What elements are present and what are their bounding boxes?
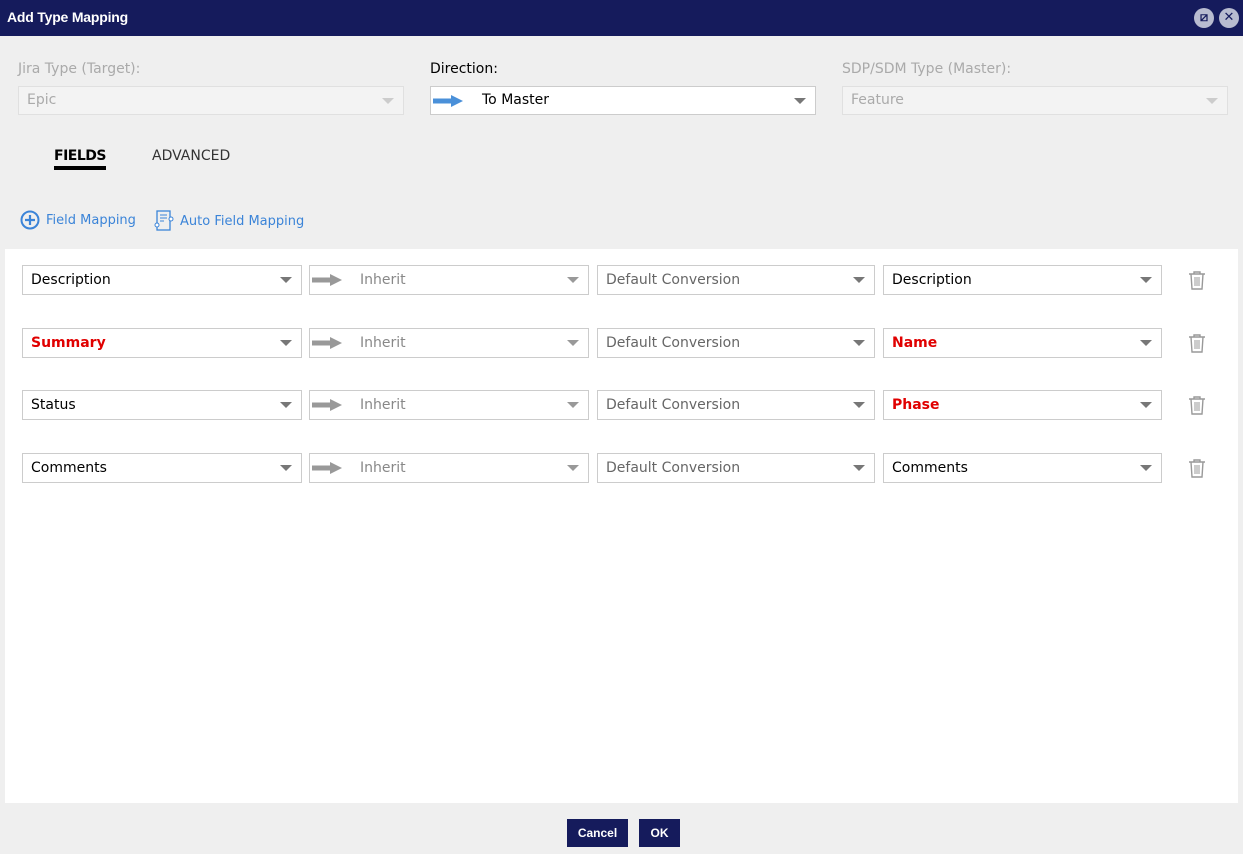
tab-advanced[interactable]: ADVANCED xyxy=(152,148,231,164)
direction-value: Inherit xyxy=(360,460,406,476)
chevron-down-icon xyxy=(1140,340,1152,346)
target-field-value: Description xyxy=(892,272,972,288)
target-field-value: Comments xyxy=(892,460,968,476)
auto-field-mapping-button[interactable]: Auto Field Mapping xyxy=(154,210,304,232)
auto-field-mapping-label: Auto Field Mapping xyxy=(180,213,305,229)
auto-mapping-icon xyxy=(154,210,174,231)
source-field-value: Summary xyxy=(31,335,106,351)
chevron-down-icon xyxy=(853,277,865,283)
jira-type-label: Jira Type (Target): xyxy=(18,61,141,77)
direction-value: Inherit xyxy=(360,335,406,351)
conversion-select[interactable]: Default Conversion xyxy=(597,328,875,358)
direction-value: Inherit xyxy=(360,272,406,288)
direction-label: Direction: xyxy=(430,61,498,77)
conversion-select[interactable]: Default Conversion xyxy=(597,390,875,420)
jira-type-select: Epic xyxy=(18,86,404,115)
chevron-down-icon xyxy=(280,402,292,408)
close-icon[interactable]: ✕ xyxy=(1219,8,1239,28)
chevron-down-icon xyxy=(794,98,806,104)
direction-value: To Master xyxy=(482,92,549,108)
trash-icon[interactable] xyxy=(1188,333,1206,353)
target-field-select[interactable]: Comments xyxy=(883,453,1162,483)
tab-fields[interactable]: FIELDS xyxy=(54,148,106,170)
chevron-down-icon xyxy=(853,465,865,471)
arrow-right-icon xyxy=(312,462,342,474)
minimize-icon[interactable]: ⧄ xyxy=(1194,8,1214,28)
chevron-down-icon xyxy=(280,340,292,346)
conversion-value: Default Conversion xyxy=(606,397,741,413)
target-field-value: Name xyxy=(892,335,938,351)
conversion-value: Default Conversion xyxy=(606,272,741,288)
source-field-value: Comments xyxy=(31,460,107,476)
arrow-right-icon xyxy=(312,337,342,349)
source-field-select[interactable]: Description xyxy=(22,265,302,295)
chevron-down-icon xyxy=(567,465,579,471)
source-field-value: Status xyxy=(31,397,76,413)
chevron-down-icon xyxy=(1140,277,1152,283)
arrow-right-icon xyxy=(312,274,342,286)
source-field-value: Description xyxy=(31,272,111,288)
target-field-select[interactable]: Phase xyxy=(883,390,1162,420)
direction-select[interactable]: Inherit xyxy=(309,265,589,295)
chevron-down-icon xyxy=(567,340,579,346)
conversion-select[interactable]: Default Conversion xyxy=(597,265,875,295)
chevron-down-icon xyxy=(567,277,579,283)
trash-icon[interactable] xyxy=(1188,458,1206,478)
target-field-value: Phase xyxy=(892,397,940,413)
ok-button[interactable]: OK xyxy=(639,819,680,847)
source-field-select[interactable]: Summary xyxy=(22,328,302,358)
chevron-down-icon xyxy=(280,465,292,471)
target-field-select[interactable]: Name xyxy=(883,328,1162,358)
trash-icon[interactable] xyxy=(1188,395,1206,415)
chevron-down-icon xyxy=(382,98,394,104)
direction-select[interactable]: Inherit xyxy=(309,453,589,483)
add-field-mapping-button[interactable]: Field Mapping xyxy=(20,210,136,230)
title-bar: Add Type Mapping ⧄ ✕ xyxy=(0,0,1243,36)
sdp-type-label: SDP/SDM Type (Master): xyxy=(842,61,1012,77)
trash-icon[interactable] xyxy=(1188,270,1206,290)
chevron-down-icon xyxy=(280,277,292,283)
conversion-select[interactable]: Default Conversion xyxy=(597,453,875,483)
jira-type-value: Epic xyxy=(27,92,57,108)
source-field-select[interactable]: Status xyxy=(22,390,302,420)
conversion-value: Default Conversion xyxy=(606,460,741,476)
arrow-right-icon xyxy=(312,399,342,411)
field-mapping-label: Field Mapping xyxy=(46,212,136,228)
target-field-select[interactable]: Description xyxy=(883,265,1162,295)
direction-value: Inherit xyxy=(360,397,406,413)
chevron-down-icon xyxy=(853,402,865,408)
sdp-type-select: Feature xyxy=(842,86,1228,115)
arrow-right-icon xyxy=(433,95,463,107)
chevron-down-icon xyxy=(1140,465,1152,471)
direction-select[interactable]: Inherit xyxy=(309,328,589,358)
sdp-type-value: Feature xyxy=(851,92,904,108)
chevron-down-icon xyxy=(1206,98,1218,104)
plus-circle-icon xyxy=(20,210,40,230)
cancel-button[interactable]: Cancel xyxy=(567,819,628,847)
dialog-title: Add Type Mapping xyxy=(7,9,128,25)
chevron-down-icon xyxy=(567,402,579,408)
direction-select[interactable]: To Master xyxy=(430,86,816,115)
chevron-down-icon xyxy=(853,340,865,346)
source-field-select[interactable]: Comments xyxy=(22,453,302,483)
direction-select[interactable]: Inherit xyxy=(309,390,589,420)
chevron-down-icon xyxy=(1140,402,1152,408)
conversion-value: Default Conversion xyxy=(606,335,741,351)
